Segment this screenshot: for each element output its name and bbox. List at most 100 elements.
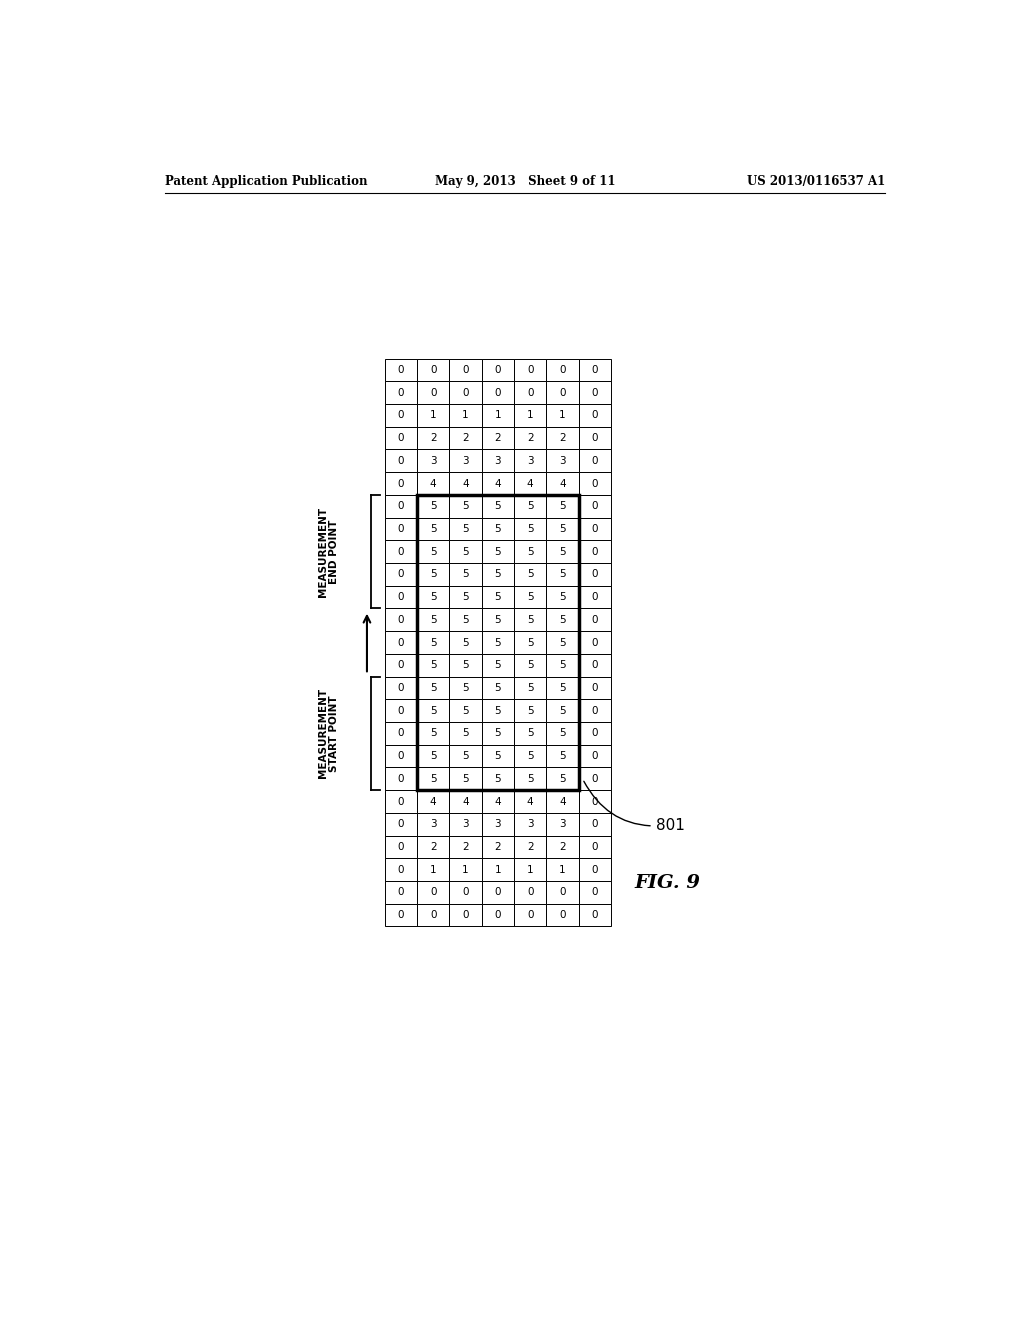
Text: 0: 0 [559,364,566,375]
Bar [417,404,450,426]
Bar [417,359,450,381]
Text: 0: 0 [430,887,436,898]
Bar [579,722,611,744]
Bar [417,495,450,517]
Bar [514,904,547,927]
Bar [547,540,579,564]
Text: 5: 5 [462,615,469,624]
Bar [481,813,514,836]
Text: 5: 5 [559,751,566,762]
Text: 0: 0 [592,455,598,466]
Bar [385,813,417,836]
Text: 0: 0 [592,706,598,715]
Bar [579,880,611,904]
Text: 5: 5 [495,593,501,602]
Bar [385,517,417,540]
Text: 5: 5 [462,593,469,602]
Bar [450,404,481,426]
Text: 5: 5 [430,524,436,535]
Bar [579,791,611,813]
Bar [579,609,611,631]
Bar [579,564,611,586]
Bar [547,381,579,404]
Bar [514,836,547,858]
Bar [579,700,611,722]
Bar [514,767,547,791]
Bar [450,609,481,631]
Bar [579,404,611,426]
Text: 1: 1 [430,865,436,875]
Text: 5: 5 [527,660,534,671]
Bar [547,517,579,540]
Text: 0: 0 [592,865,598,875]
Text: 5: 5 [430,682,436,693]
Bar [481,791,514,813]
Text: 5: 5 [462,569,469,579]
Text: 5: 5 [495,751,501,762]
Text: 5: 5 [527,751,534,762]
Text: 5: 5 [559,569,566,579]
Bar [385,381,417,404]
Text: 5: 5 [527,729,534,738]
Text: 0: 0 [592,660,598,671]
Text: 0: 0 [527,364,534,375]
Bar [417,677,450,700]
Bar [385,880,417,904]
Text: 1: 1 [462,411,469,420]
Bar [579,450,611,473]
Text: 0: 0 [397,569,404,579]
Bar [547,791,579,813]
Bar [417,381,450,404]
Bar [450,381,481,404]
Text: 5: 5 [430,615,436,624]
Text: 5: 5 [430,774,436,784]
Text: 5: 5 [430,502,436,511]
Bar [514,722,547,744]
Text: 0: 0 [527,388,534,397]
Text: 0: 0 [495,909,501,920]
Bar [450,722,481,744]
Bar [385,858,417,880]
Text: 0: 0 [397,887,404,898]
Text: 5: 5 [430,546,436,557]
Bar [385,744,417,767]
Text: 1: 1 [559,865,566,875]
Text: 2: 2 [462,842,469,851]
Bar [514,426,547,450]
Text: 0: 0 [397,774,404,784]
Text: 5: 5 [527,593,534,602]
Bar [514,517,547,540]
Bar [385,904,417,927]
Bar [450,858,481,880]
Bar [417,495,579,791]
Bar [450,586,481,609]
Bar [481,564,514,586]
Bar [547,586,579,609]
Bar [547,904,579,927]
Bar [385,426,417,450]
Text: 0: 0 [397,364,404,375]
Text: 5: 5 [527,502,534,511]
Text: 0: 0 [397,433,404,444]
Bar [547,836,579,858]
Text: 2: 2 [527,433,534,444]
Bar [514,880,547,904]
Text: MEASUREMENT
START POINT: MEASUREMENT START POINT [317,688,339,779]
Text: 0: 0 [397,865,404,875]
Text: 0: 0 [430,388,436,397]
Text: 5: 5 [462,638,469,648]
Text: 4: 4 [462,479,469,488]
Text: 0: 0 [592,909,598,920]
Bar [450,813,481,836]
Bar [450,631,481,653]
Text: 5: 5 [559,729,566,738]
Bar [385,359,417,381]
Text: 0: 0 [592,364,598,375]
Bar [579,836,611,858]
Bar [417,813,450,836]
Text: 2: 2 [430,842,436,851]
Text: 0: 0 [559,388,566,397]
Text: 0: 0 [592,729,598,738]
Text: 0: 0 [397,820,404,829]
Bar [579,744,611,767]
